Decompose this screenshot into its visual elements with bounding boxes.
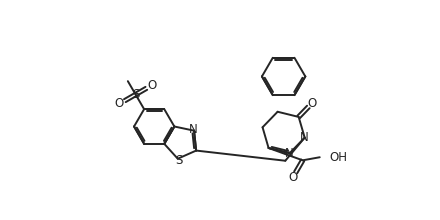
Text: S: S [132, 88, 139, 101]
Text: O: O [308, 97, 317, 110]
Text: O: O [147, 79, 156, 92]
Text: S: S [175, 154, 182, 167]
Text: O: O [288, 171, 297, 184]
Text: N: N [285, 147, 294, 160]
Text: O: O [115, 97, 124, 110]
Text: N: N [189, 123, 198, 136]
Text: OH: OH [329, 151, 347, 164]
Text: N: N [301, 131, 309, 144]
